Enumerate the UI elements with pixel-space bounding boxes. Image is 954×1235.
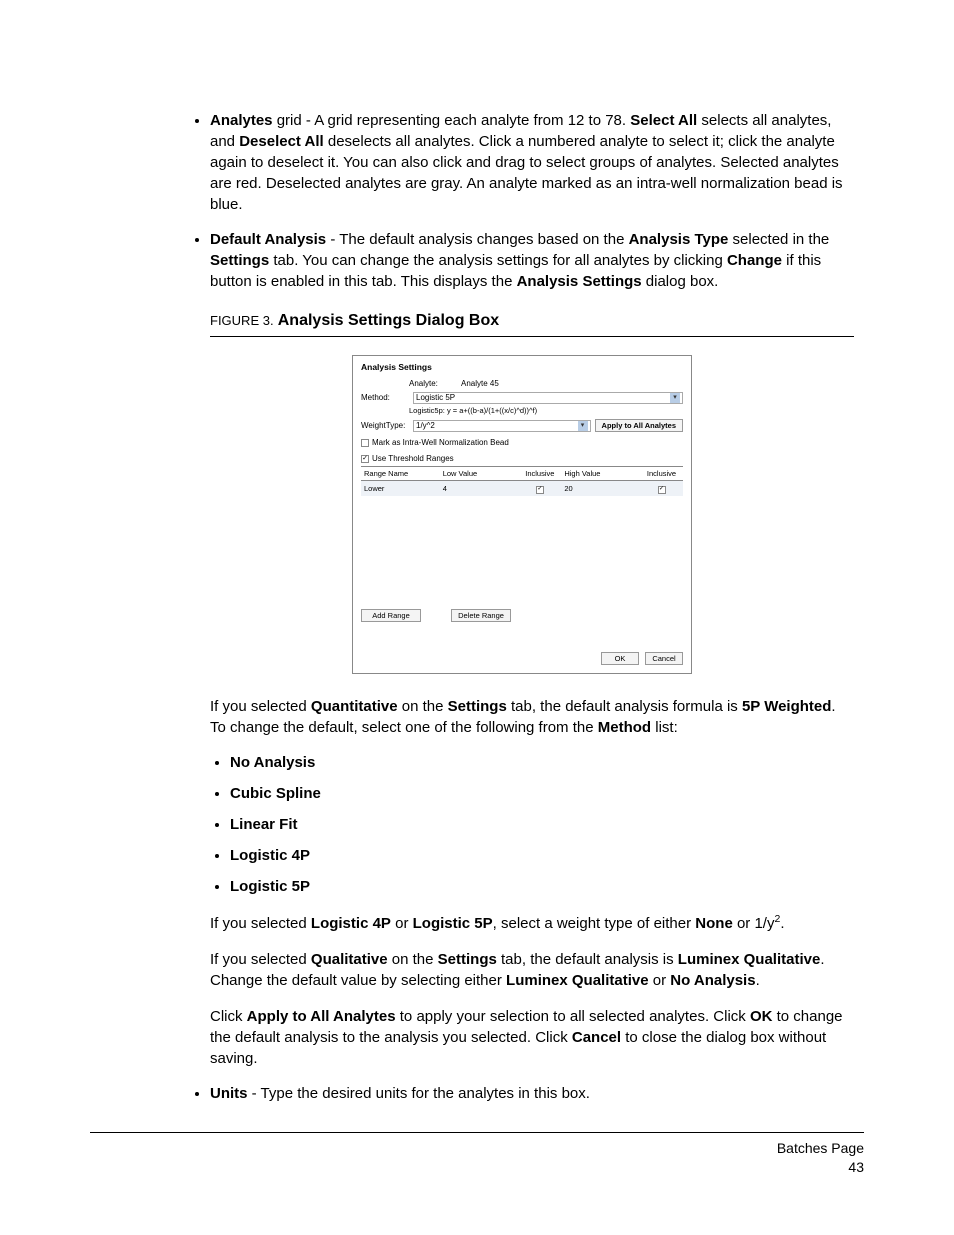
bullet-default-analysis: Default Analysis - The default analysis … — [210, 229, 854, 292]
chevron-down-icon: ▾ — [578, 421, 588, 431]
cancel-button[interactable]: Cancel — [645, 652, 683, 665]
cell-low-value: 4 — [440, 481, 519, 496]
mark-checkbox-label: Mark as Intra-Well Normalization Bead — [372, 438, 509, 448]
checkbox-icon: ✓ — [361, 455, 369, 463]
col-low-value: Low Value — [440, 467, 519, 481]
method-formula: Logistic5p: y = a+((b-a)/(1+((x/c)^d))^f… — [409, 406, 683, 415]
list-item: Linear Fit — [230, 814, 854, 835]
mark-checkbox-row[interactable]: Mark as Intra-Well Normalization Bead — [361, 438, 683, 448]
figure-label: FIGURE 3. — [210, 313, 274, 328]
weight-row: WeightType: 1/y^2 ▾ Apply to All Analyte… — [361, 419, 683, 432]
table-header-row: Range Name Low Value Inclusive High Valu… — [361, 467, 683, 481]
bullet-list-2: Units - Type the desired units for the a… — [190, 1083, 864, 1104]
bullet-analytes-grid: Analytes grid - A grid representing each… — [210, 110, 854, 215]
para-quantitative: If you selected Quantitative on the Sett… — [210, 696, 854, 738]
para-apply: Click Apply to All Analytes to apply you… — [210, 1006, 854, 1069]
dialog-title: Analysis Settings — [361, 362, 683, 372]
method-label: Method: — [361, 393, 409, 403]
add-range-button[interactable]: Add Range — [361, 609, 421, 622]
dialog-footer-buttons: OK Cancel — [361, 652, 683, 665]
term: Default Analysis — [210, 231, 326, 248]
page-footer: Batches Page 43 — [90, 1132, 864, 1177]
threshold-table: Range Name Low Value Inclusive High Valu… — [361, 466, 683, 496]
range-button-row: Add Range Delete Range — [361, 609, 683, 622]
checkbox-icon — [361, 439, 369, 447]
footer-section: Batches Page — [90, 1139, 864, 1158]
delete-range-button[interactable]: Delete Range — [451, 609, 511, 622]
col-inclusive-high: Inclusive — [640, 467, 683, 481]
list-item: Cubic Spline — [230, 783, 854, 804]
col-inclusive-low: Inclusive — [518, 467, 561, 481]
caption-rule — [210, 336, 854, 337]
threshold-checkbox-label: Use Threshold Ranges — [372, 454, 454, 464]
analyte-row: Analyte: Analyte 45 — [361, 379, 683, 389]
col-range-name: Range Name — [361, 467, 440, 481]
term: Units — [210, 1085, 248, 1102]
cell-inclusive-high: ✓ — [640, 481, 683, 496]
analyte-value: Analyte 45 — [461, 379, 499, 389]
method-row: Method: Logistic 5P ▾ — [361, 392, 683, 404]
list-item: Logistic 4P — [230, 845, 854, 866]
chevron-down-icon: ▾ — [670, 393, 680, 403]
weight-value: 1/y^2 — [416, 421, 435, 431]
footer-rule — [90, 1132, 864, 1133]
para-qualitative: If you selected Qualitative on the Setti… — [210, 949, 854, 991]
list-item: Logistic 5P — [230, 876, 854, 897]
ok-button[interactable]: OK — [601, 652, 639, 665]
apply-all-button[interactable]: Apply to All Analytes — [595, 419, 683, 432]
weight-label: WeightType: — [361, 421, 409, 431]
para-weight: If you selected Logistic 4P or Logistic … — [210, 912, 854, 934]
method-list: No Analysis Cubic Spline Linear Fit Logi… — [190, 752, 854, 897]
bullet-list: Analytes grid - A grid representing each… — [190, 110, 854, 292]
table-empty-area — [361, 496, 683, 601]
figure-caption: FIGURE 3. Analysis Settings Dialog Box — [210, 310, 854, 332]
threshold-checkbox-row[interactable]: ✓ Use Threshold Ranges — [361, 454, 683, 464]
cell-inclusive-low: ✓ — [518, 481, 561, 496]
method-select[interactable]: Logistic 5P ▾ — [413, 392, 683, 404]
cell-range-name: Lower — [361, 481, 440, 496]
term: Analytes — [210, 112, 273, 129]
bullet-units: Units - Type the desired units for the a… — [210, 1083, 864, 1104]
cell-high-value: 20 — [561, 481, 640, 496]
col-high-value: High Value — [561, 467, 640, 481]
list-item: No Analysis — [230, 752, 854, 773]
figure-title: Analysis Settings Dialog Box — [278, 312, 499, 329]
table-row[interactable]: Lower 4 ✓ 20 ✓ — [361, 481, 683, 496]
analysis-settings-dialog: Analysis Settings Analyte: Analyte 45 Me… — [352, 355, 692, 674]
method-value: Logistic 5P — [416, 393, 455, 403]
analyte-label: Analyte: — [409, 379, 457, 389]
weight-select[interactable]: 1/y^2 ▾ — [413, 420, 591, 432]
footer-page-number: 43 — [90, 1158, 864, 1177]
